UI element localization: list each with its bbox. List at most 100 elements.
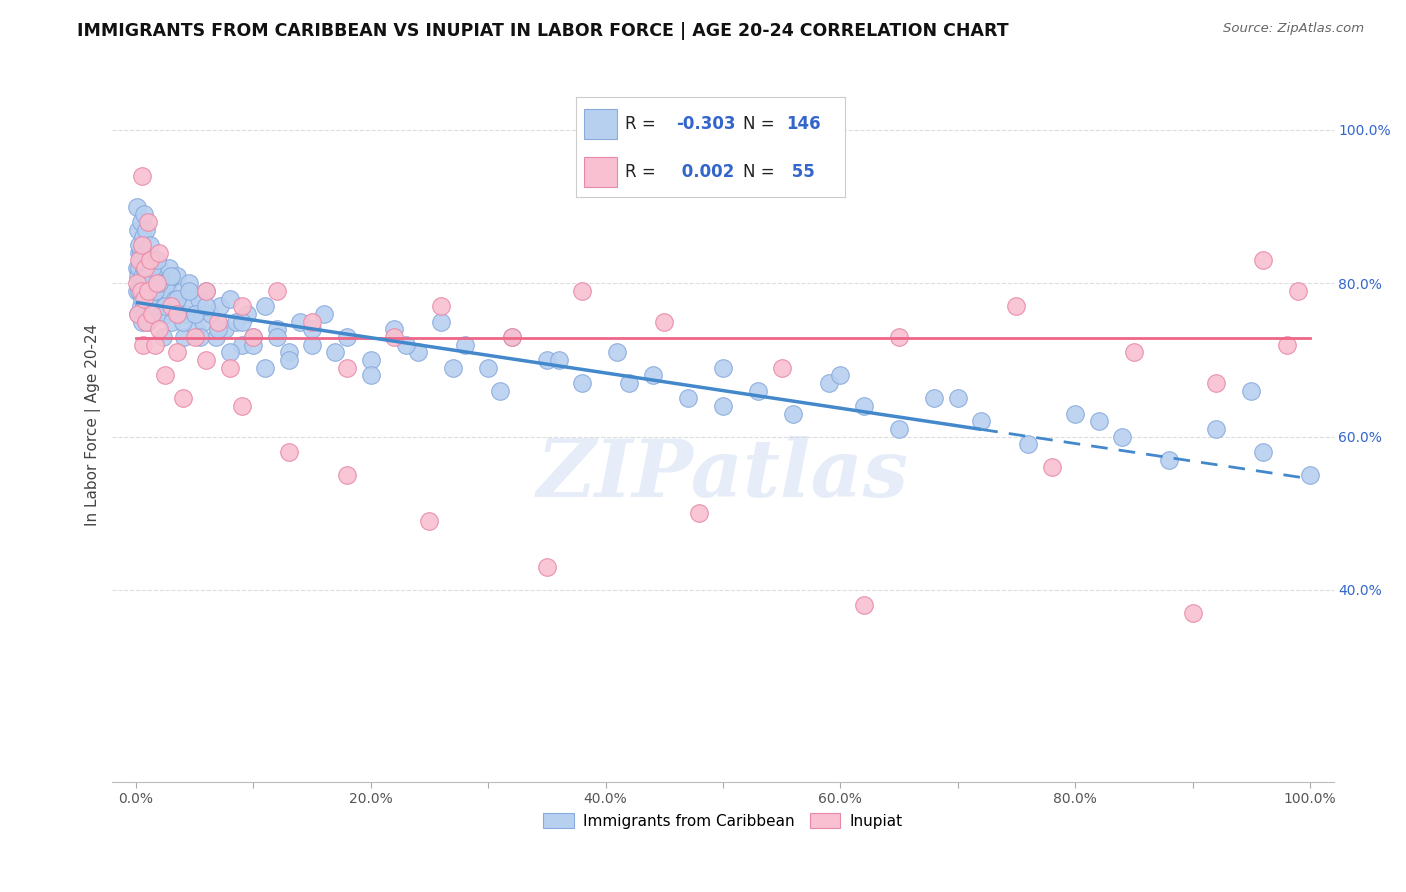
Point [139, 238, 162, 252]
Point [136, 315, 159, 329]
Point [501, 330, 523, 344]
Point [131, 253, 153, 268]
Point [1299, 467, 1322, 482]
Point [135, 268, 157, 283]
Point [301, 337, 323, 351]
Point [441, 360, 464, 375]
Point [157, 260, 180, 275]
Point [536, 352, 558, 367]
Point [336, 467, 359, 482]
Point [406, 345, 429, 359]
Point [218, 292, 240, 306]
Point [501, 330, 523, 344]
Point [156, 284, 179, 298]
Point [131, 292, 153, 306]
Point [477, 360, 499, 375]
Point [129, 299, 152, 313]
Point [127, 222, 149, 236]
Point [453, 337, 475, 351]
Point [143, 284, 166, 298]
Point [207, 322, 229, 336]
Point [1251, 445, 1274, 459]
Point [141, 299, 163, 313]
Point [132, 253, 155, 268]
Point [131, 315, 153, 329]
Point [125, 277, 148, 291]
Point [146, 277, 169, 291]
Point [141, 260, 163, 275]
Point [489, 384, 512, 398]
Point [277, 445, 299, 459]
Point [141, 253, 163, 268]
Point [125, 284, 148, 298]
Point [266, 284, 288, 298]
Point [266, 322, 288, 336]
Point [254, 299, 277, 313]
Point [139, 277, 162, 291]
Point [166, 345, 188, 359]
Point [430, 299, 453, 313]
Point [190, 330, 212, 344]
Point [132, 260, 155, 275]
Point [152, 330, 174, 344]
Point [1205, 422, 1227, 436]
Point [132, 277, 155, 291]
Point [150, 284, 173, 298]
Point [887, 422, 910, 436]
Point [852, 599, 875, 613]
Point [571, 284, 593, 298]
Point [1064, 407, 1087, 421]
Point [195, 299, 218, 313]
Point [418, 514, 440, 528]
Point [135, 222, 157, 236]
Point [134, 253, 156, 268]
Point [132, 284, 155, 298]
Point [166, 307, 188, 321]
Point [135, 284, 157, 298]
Point [153, 299, 176, 313]
Point [132, 299, 155, 313]
Point [143, 253, 166, 268]
Point [290, 315, 312, 329]
Point [128, 284, 150, 298]
Point [231, 399, 253, 413]
Point [1251, 253, 1274, 268]
Point [254, 360, 277, 375]
Point [172, 315, 194, 329]
Point [652, 315, 675, 329]
Point [266, 330, 288, 344]
Point [852, 399, 875, 413]
Point [148, 277, 170, 291]
Point [129, 277, 152, 291]
Point [139, 253, 162, 268]
Point [236, 307, 259, 321]
Point [277, 352, 299, 367]
Point [195, 284, 218, 298]
Point [817, 376, 839, 390]
Point [127, 307, 149, 321]
Point [145, 277, 167, 291]
Point [160, 299, 183, 313]
Point [209, 299, 232, 313]
Point [136, 292, 159, 306]
Point [129, 215, 152, 229]
Point [924, 391, 946, 405]
Point [606, 345, 628, 359]
Point [830, 368, 852, 383]
Point [173, 330, 195, 344]
Point [214, 322, 236, 336]
Point [195, 352, 218, 367]
Point [149, 307, 172, 321]
Point [711, 360, 734, 375]
Legend: Immigrants from Caribbean, Inupiat: Immigrants from Caribbean, Inupiat [537, 806, 908, 835]
Point [172, 391, 194, 405]
Point [143, 284, 166, 298]
Point [688, 506, 710, 520]
Point [1205, 376, 1227, 390]
Point [138, 260, 160, 275]
Point [177, 284, 200, 298]
Point [1087, 414, 1109, 428]
Point [131, 238, 153, 252]
Point [129, 245, 152, 260]
Point [131, 268, 153, 283]
